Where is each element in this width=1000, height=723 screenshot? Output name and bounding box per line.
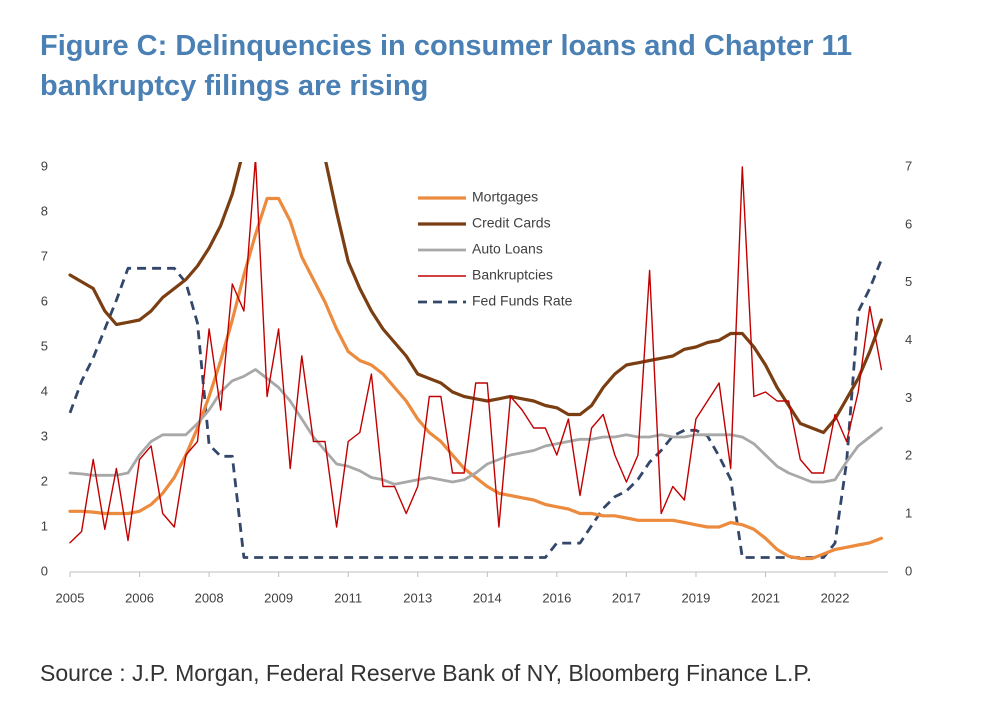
legend-label: Credit Cards — [472, 215, 551, 231]
chart-title: Figure C: Delinquencies in consumer loan… — [40, 30, 853, 102]
legend-label: Bankruptcies — [472, 267, 553, 283]
x-tick-label: 2006 — [125, 590, 154, 605]
y2-tick-label: 0 — [905, 563, 912, 578]
series-line — [68, 259, 883, 559]
x-tick-label: 2009 — [264, 590, 293, 605]
y-tick-label: 5 — [41, 338, 48, 353]
y-tick-label: 8 — [41, 203, 48, 218]
y2-tick-label: 3 — [905, 390, 912, 405]
y2-tick-label: 2 — [905, 448, 912, 463]
x-tick-label: 2014 — [473, 590, 502, 605]
legend-label: Fed Funds Rate — [472, 293, 573, 309]
y-tick-label: 4 — [41, 383, 48, 398]
plot-area — [68, 162, 883, 561]
y-tick-label: 7 — [41, 248, 48, 263]
y2-tick-label: 6 — [905, 216, 912, 231]
series-line — [68, 162, 883, 435]
x-tick-label: 2017 — [612, 590, 641, 605]
x-tick-label: 2013 — [403, 590, 432, 605]
y2-tick-label: 1 — [905, 506, 912, 521]
x-tick-label: 2019 — [681, 590, 710, 605]
x-tick-label: 2021 — [751, 590, 780, 605]
y-tick-label: 1 — [41, 518, 48, 533]
x-tick-label: 2008 — [195, 590, 224, 605]
x-tick-label: 2022 — [821, 590, 850, 605]
y-tick-label: 2 — [41, 473, 48, 488]
series-line — [68, 368, 883, 486]
legend-label: Mortgages — [472, 189, 538, 205]
x-tick-label: 2016 — [542, 590, 571, 605]
y2-tick-label: 7 — [905, 158, 912, 173]
y2-tick-label: 5 — [905, 274, 912, 289]
y-tick-label: 9 — [41, 158, 48, 173]
series-line — [69, 162, 883, 544]
y-tick-label: 3 — [41, 428, 48, 443]
y-tick-label: 0 — [41, 563, 48, 578]
legend-label: Auto Loans — [472, 241, 543, 257]
y-tick-label: 6 — [41, 293, 48, 308]
x-tick-label: 2005 — [56, 590, 85, 605]
y2-tick-label: 4 — [905, 332, 912, 347]
x-tick-label: 2011 — [334, 590, 362, 605]
source-note: Source : J.P. Morgan, Federal Reserve Ba… — [40, 660, 813, 686]
series-line — [68, 196, 883, 561]
